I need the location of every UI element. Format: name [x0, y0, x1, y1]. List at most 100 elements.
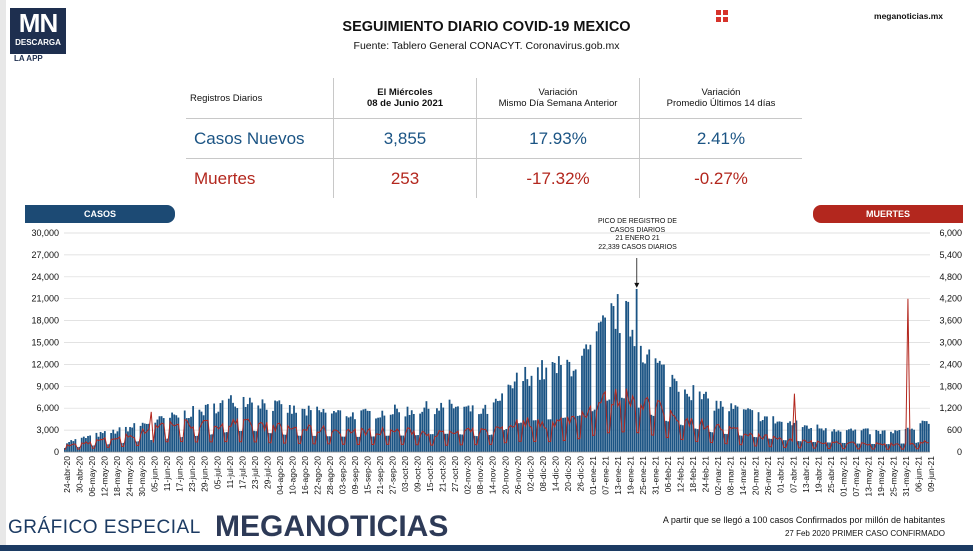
- cases-bar: [568, 361, 571, 452]
- cases-bar: [612, 306, 615, 452]
- cases-bar: [236, 408, 239, 452]
- cases-bar: [784, 440, 787, 452]
- cases-bar: [627, 301, 630, 452]
- cases-bar: [478, 414, 480, 452]
- cases-bar: [719, 401, 722, 452]
- cases-bar: [875, 429, 878, 452]
- x-tick-label: 12-feb-21: [676, 456, 686, 493]
- legend-casos: CASOS: [25, 205, 175, 223]
- cases-bar: [309, 410, 312, 452]
- cases-bar: [103, 431, 106, 452]
- x-tick-label: 02-nov-20: [463, 456, 473, 495]
- cases-bar: [646, 354, 649, 452]
- x-tick-label: 15-sep-20: [363, 456, 373, 495]
- cases-bar: [776, 421, 779, 452]
- cases-bar: [585, 344, 588, 452]
- cases-bar: [204, 404, 207, 452]
- x-tick-label: 11-jul-20: [225, 456, 235, 489]
- footer-bar: [0, 545, 973, 551]
- cases-bar: [839, 431, 842, 452]
- cases-bar: [906, 427, 909, 452]
- x-tick-label: 09-jun-21: [926, 456, 936, 492]
- cases-bar: [618, 333, 621, 452]
- y-right-tick-label: 3,000: [939, 338, 962, 348]
- cases-bar: [845, 430, 848, 452]
- cases-bar: [499, 400, 501, 452]
- peak-annotation: PICO DE REGISTRO DE CASOS DIARIOS 21 ENE…: [598, 218, 677, 251]
- cases-bar: [534, 420, 537, 452]
- grid-icon[interactable]: [716, 10, 728, 22]
- cases-bar: [597, 322, 600, 452]
- cases-bar: [778, 421, 781, 452]
- cases-bar: [200, 411, 203, 452]
- cases-bar: [80, 437, 83, 452]
- cases-bar: [692, 385, 695, 452]
- cases-bar: [293, 405, 295, 452]
- cases-bar: [175, 415, 178, 452]
- cases-bar: [307, 405, 310, 452]
- cases-bar: [120, 443, 123, 452]
- cases-bar: [654, 358, 657, 452]
- table-row-casos: Casos Nuevos 3,855 17.93% 2.41%: [186, 118, 802, 159]
- cases-bar: [171, 412, 173, 452]
- cases-bar: [511, 388, 514, 452]
- cases-bar: [118, 427, 121, 452]
- cases-bar: [114, 433, 117, 452]
- cases-bar: [70, 440, 73, 452]
- y-right-tick-label: 2,400: [939, 359, 962, 369]
- cases-bar: [261, 399, 264, 452]
- cases-bar: [879, 433, 882, 452]
- x-tick-label: 27-oct-20: [450, 456, 460, 492]
- cases-bar: [97, 436, 100, 452]
- cases-bar: [702, 393, 705, 452]
- cases-bar: [616, 294, 619, 452]
- cases-bar: [246, 404, 249, 452]
- x-tick-label: 07-abr-21: [788, 456, 798, 493]
- cases-bar: [335, 412, 337, 452]
- x-tick-label: 13-may-21: [863, 456, 873, 497]
- meganoticias-logo[interactable]: MN DESCARGA: [10, 8, 66, 54]
- x-tick-label: 24-may-20: [125, 456, 135, 497]
- cases-bar: [766, 416, 768, 452]
- cases-bar: [127, 431, 129, 452]
- x-tick-label: 08-mar-21: [726, 456, 736, 495]
- table-row-muertes: Muertes 253 -17.32% -0.27%: [186, 158, 802, 198]
- y-left-tick-label: 12,000: [31, 359, 59, 369]
- site-link[interactable]: meganoticias.mx: [874, 11, 943, 21]
- cases-bar: [244, 406, 247, 452]
- cases-bar: [881, 430, 884, 452]
- y-left-tick-label: 15,000: [31, 338, 59, 348]
- x-tick-label: 25-ene-21: [638, 456, 648, 495]
- cases-bar: [848, 429, 850, 452]
- cases-bar: [286, 412, 289, 452]
- cases-bar: [686, 393, 688, 452]
- y-right-tick-label: 1,800: [939, 381, 962, 391]
- cases-bar: [425, 401, 428, 452]
- cases-bar: [158, 416, 161, 452]
- cases-bar: [156, 419, 159, 452]
- y-left-tick-label: 9,000: [36, 381, 59, 391]
- x-tick-label: 27-sep-20: [388, 456, 398, 495]
- cases-bar: [423, 407, 426, 452]
- cases-bar: [391, 414, 394, 452]
- x-tick-label: 26-mar-21: [763, 456, 773, 495]
- cases-bar: [454, 406, 457, 452]
- cases-bar: [295, 412, 297, 452]
- cases-bar: [700, 399, 703, 452]
- x-tick-label: 02-mar-21: [713, 456, 723, 495]
- x-tick-label: 25-abr-21: [826, 456, 836, 493]
- cases-bar: [408, 414, 411, 452]
- y-right-tick-label: 0: [957, 447, 962, 457]
- cases-bar: [829, 442, 831, 452]
- cases-bar: [551, 362, 554, 452]
- cases-bar: [234, 406, 237, 452]
- cases-bar: [305, 415, 308, 452]
- cases-bar: [566, 359, 569, 452]
- cases-bar: [894, 430, 897, 452]
- cases-bar: [410, 410, 413, 452]
- cases-bar: [745, 409, 747, 452]
- cases-bar: [635, 288, 638, 452]
- page-subtitle: Fuente: Tablero General CONACYT. Coronav…: [353, 40, 620, 52]
- cases-bar: [629, 336, 632, 452]
